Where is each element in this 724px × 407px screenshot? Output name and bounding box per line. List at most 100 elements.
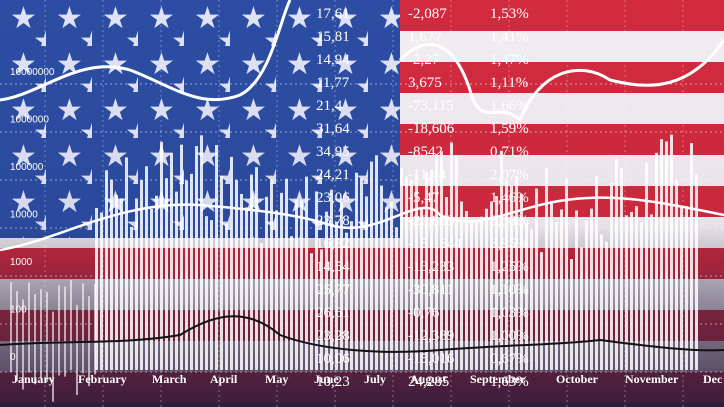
bar bbox=[445, 197, 448, 370]
table-cell: 1,677 bbox=[408, 29, 442, 45]
bar bbox=[34, 294, 36, 385]
table-cell: -30,811 bbox=[408, 282, 454, 298]
axis-label: 10000000 bbox=[10, 67, 55, 78]
table-cell: 3,95% bbox=[490, 236, 529, 252]
bar bbox=[270, 179, 273, 370]
bar bbox=[235, 179, 238, 370]
table-cell: 1,66% bbox=[490, 98, 529, 114]
bar bbox=[150, 208, 153, 370]
bar bbox=[420, 207, 423, 370]
bar-overlay bbox=[10, 134, 698, 402]
bar bbox=[425, 171, 428, 370]
bar bbox=[135, 198, 138, 370]
table-cell: 1,63% bbox=[490, 374, 529, 390]
table-cell: 10,23 bbox=[316, 374, 350, 390]
table-cell: 0,67% bbox=[490, 351, 529, 367]
bar bbox=[255, 167, 258, 370]
table-cell: 1,41% bbox=[490, 29, 529, 45]
bar bbox=[440, 151, 443, 370]
table-cell: 25,77 bbox=[316, 282, 350, 298]
bar bbox=[665, 141, 668, 370]
axis-label: 100000 bbox=[10, 162, 44, 173]
bar bbox=[590, 208, 593, 370]
axis-label: 100 bbox=[10, 305, 27, 316]
bar bbox=[560, 209, 563, 370]
table-cell: 17,61 bbox=[316, 6, 350, 22]
bar bbox=[330, 189, 333, 370]
table-cell: -73,115 bbox=[408, 98, 454, 114]
bar bbox=[415, 173, 418, 370]
bar bbox=[630, 211, 633, 370]
table-cell: -0,76 bbox=[408, 305, 440, 321]
table-cell: 1,53% bbox=[490, 6, 529, 22]
bar bbox=[310, 253, 313, 370]
bar bbox=[335, 221, 338, 370]
table-cell: 14,54 bbox=[316, 259, 350, 275]
bar bbox=[450, 142, 453, 370]
table-cell: 1,46% bbox=[490, 190, 529, 206]
bar bbox=[46, 291, 48, 382]
month-label: Dec bbox=[703, 372, 723, 386]
bar bbox=[480, 216, 483, 370]
bar bbox=[375, 155, 378, 370]
bar bbox=[460, 201, 463, 370]
bar bbox=[195, 146, 198, 370]
table-cell: 1,10% bbox=[490, 282, 529, 298]
bar bbox=[605, 241, 608, 370]
bar bbox=[94, 284, 96, 375]
bar bbox=[455, 155, 458, 370]
bar bbox=[240, 193, 243, 370]
bar bbox=[28, 282, 30, 373]
bar bbox=[40, 289, 42, 380]
bar bbox=[385, 207, 388, 370]
bar bbox=[295, 199, 298, 370]
bar bbox=[490, 201, 493, 370]
trend-line bbox=[0, 0, 724, 123]
bar bbox=[465, 211, 468, 370]
month-label: March bbox=[152, 372, 187, 386]
table-cell: 2,07% bbox=[490, 167, 529, 183]
bar bbox=[76, 304, 78, 395]
table-cell: 1,47% bbox=[490, 52, 529, 68]
bar bbox=[535, 188, 538, 370]
bar bbox=[510, 185, 513, 370]
month-label: November bbox=[625, 372, 679, 386]
bar bbox=[575, 210, 578, 370]
bar bbox=[405, 176, 408, 370]
table-cell: 1,00% bbox=[490, 328, 529, 344]
data-columns: 17,61 -2,087 1,53% 15,81 1,677 1,41% 14,94 -2,2… bbox=[316, 6, 529, 390]
axis-label: 1000 bbox=[10, 257, 33, 268]
table-cell: 10,06 bbox=[316, 351, 350, 367]
bar bbox=[350, 221, 353, 370]
table-cell: -18,606 bbox=[408, 121, 455, 137]
bar bbox=[495, 196, 498, 370]
bar bbox=[340, 202, 343, 370]
bar bbox=[600, 234, 603, 370]
bar bbox=[205, 216, 208, 370]
bar bbox=[380, 185, 383, 370]
bar bbox=[140, 179, 143, 370]
bar bbox=[585, 220, 588, 370]
bar bbox=[695, 174, 698, 370]
table-cell: 23,06 bbox=[316, 190, 350, 206]
bar bbox=[680, 205, 683, 370]
bar bbox=[640, 222, 643, 370]
bar bbox=[625, 215, 628, 370]
bar bbox=[70, 280, 72, 371]
table-cell: 3,58% bbox=[490, 213, 529, 229]
table-cell: 16,82 bbox=[316, 236, 350, 252]
table-cell: -8542 bbox=[408, 144, 443, 160]
table-cell: 3,675 bbox=[408, 75, 442, 91]
table-cell: 21,4 bbox=[316, 98, 343, 114]
bar bbox=[215, 145, 218, 370]
bar bbox=[525, 222, 528, 370]
bar bbox=[325, 211, 328, 370]
month-label: July bbox=[364, 372, 386, 386]
bar bbox=[550, 200, 553, 370]
bar bbox=[410, 179, 413, 370]
table-cell: 24,285 bbox=[408, 374, 449, 390]
table-cell: -13,233 bbox=[408, 259, 454, 275]
axis-label: 1000000 bbox=[10, 115, 49, 126]
table-cell: 31,64 bbox=[316, 121, 350, 137]
bar bbox=[555, 222, 558, 370]
